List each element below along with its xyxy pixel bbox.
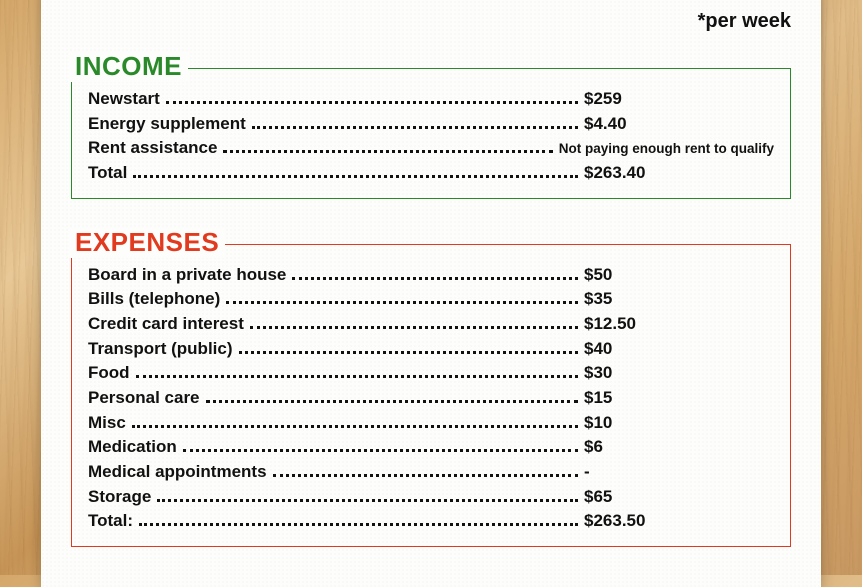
expenses-value: $15 — [584, 386, 774, 411]
expenses-row: Board in a private house $50 — [88, 263, 774, 288]
expenses-row: Total: $263.50 — [88, 509, 774, 534]
dot-leader — [292, 277, 578, 280]
expenses-row: Medication $6 — [88, 435, 774, 460]
income-label: Newstart — [88, 87, 160, 112]
expenses-row: Misc $10 — [88, 411, 774, 436]
dot-leader — [139, 523, 578, 526]
budget-card: *per week INCOME Newstart$259Energy supp… — [41, 0, 821, 587]
expenses-row: Medical appointments - — [88, 460, 774, 485]
dot-leader — [157, 499, 578, 502]
dot-leader — [226, 301, 578, 304]
expenses-box: Board in a private house$50Bills (teleph… — [71, 244, 791, 547]
expenses-row: Bills (telephone) $35 — [88, 287, 774, 312]
expenses-value: $30 — [584, 361, 774, 386]
per-week-note: *per week — [71, 10, 791, 33]
expenses-value: $40 — [584, 337, 774, 362]
expenses-value: $10 — [584, 411, 774, 436]
expenses-label: Storage — [88, 485, 151, 510]
income-row: Rent assistance Not paying enough rent to… — [88, 136, 774, 161]
expenses-label: Medical appointments — [88, 460, 267, 485]
dot-leader — [250, 326, 578, 329]
income-value: $263.40 — [584, 161, 774, 186]
expenses-value: $50 — [584, 263, 774, 288]
expenses-label: Total: — [88, 509, 133, 534]
dot-leader — [252, 126, 578, 129]
expenses-label: Personal care — [88, 386, 200, 411]
dot-leader — [239, 351, 579, 354]
expenses-row: Food $30 — [88, 361, 774, 386]
dot-leader — [136, 375, 578, 378]
expenses-title: EXPENSES — [69, 227, 225, 258]
dot-leader — [133, 175, 578, 178]
expenses-value: $65 — [584, 485, 774, 510]
income-box: Newstart$259Energy supplement$4.40Rent a… — [71, 68, 791, 199]
income-row: Newstart $259 — [88, 87, 774, 112]
expenses-value: $12.50 — [584, 312, 774, 337]
expenses-label: Board in a private house — [88, 263, 286, 288]
income-title: INCOME — [69, 51, 188, 82]
dot-leader — [183, 449, 578, 452]
expenses-row: Storage $65 — [88, 485, 774, 510]
expenses-value: $263.50 — [584, 509, 774, 534]
income-label: Total — [88, 161, 127, 186]
expenses-label: Bills (telephone) — [88, 287, 220, 312]
expenses-value: $6 — [584, 435, 774, 460]
dot-leader — [206, 400, 578, 403]
dot-leader — [223, 150, 552, 153]
income-value: $4.40 — [584, 112, 774, 137]
expenses-value: $35 — [584, 287, 774, 312]
income-row: Energy supplement $4.40 — [88, 112, 774, 137]
expenses-label: Misc — [88, 411, 126, 436]
expenses-row: Credit card interest $12.50 — [88, 312, 774, 337]
dot-leader — [166, 101, 578, 104]
dot-leader — [273, 474, 578, 477]
income-value: $259 — [584, 87, 774, 112]
income-label: Energy supplement — [88, 112, 246, 137]
income-row: Total $263.40 — [88, 161, 774, 186]
expenses-row: Transport (public) $40 — [88, 337, 774, 362]
expenses-label: Transport (public) — [88, 337, 233, 362]
expenses-label: Medication — [88, 435, 177, 460]
income-label: Rent assistance — [88, 136, 217, 161]
expenses-label: Credit card interest — [88, 312, 244, 337]
expenses-row: Personal care $15 — [88, 386, 774, 411]
income-value: Not paying enough rent to qualify — [559, 139, 774, 159]
expenses-label: Food — [88, 361, 130, 386]
dot-leader — [132, 425, 578, 428]
expenses-value: - — [584, 460, 774, 485]
